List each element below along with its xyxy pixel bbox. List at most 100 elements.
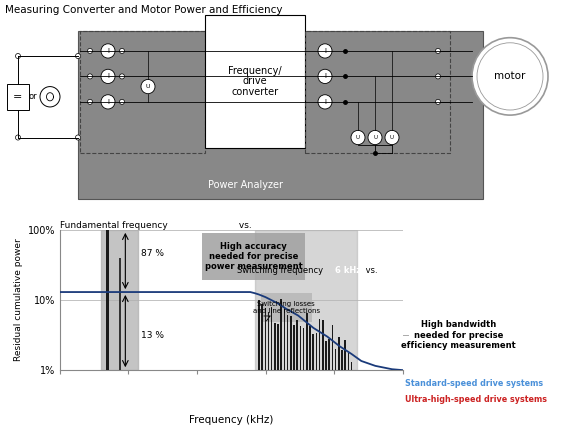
Bar [293, 325, 295, 370]
Text: U: U [146, 84, 150, 89]
Bar [274, 322, 276, 370]
Circle shape [119, 99, 124, 104]
Bar [312, 334, 314, 370]
Bar [296, 321, 298, 370]
Text: =: = [13, 92, 23, 102]
Bar [258, 300, 260, 370]
Text: High bandwidth
needed for precise
efficiency measurement: High bandwidth needed for precise effici… [401, 320, 516, 350]
Text: High accuracy
needed for precise
power measurement: High accuracy needed for precise power m… [205, 242, 303, 272]
Text: converter: converter [231, 87, 279, 97]
Circle shape [436, 48, 440, 53]
Bar [344, 340, 346, 370]
Text: 10,000: 10,000 [301, 395, 333, 404]
FancyBboxPatch shape [261, 293, 312, 322]
Circle shape [351, 131, 365, 145]
Circle shape [477, 43, 543, 110]
Circle shape [87, 48, 93, 53]
Circle shape [436, 99, 440, 104]
Bar [290, 316, 292, 370]
Text: Frequency (kHz): Frequency (kHz) [189, 416, 274, 425]
Circle shape [436, 74, 440, 79]
Circle shape [101, 69, 115, 84]
Bar [303, 328, 304, 370]
Bar [264, 308, 266, 370]
Bar [328, 339, 330, 370]
Bar [278, 324, 279, 370]
Circle shape [75, 53, 81, 59]
Text: Switching frequency: Switching frequency [237, 266, 328, 275]
Text: 100: 100 [308, 379, 325, 388]
Circle shape [318, 95, 332, 109]
Text: 1,000: 1,000 [247, 395, 273, 404]
Bar [300, 326, 301, 370]
Text: 1,000: 1,000 [361, 379, 387, 388]
Text: 10: 10 [140, 395, 151, 404]
Bar [309, 325, 311, 370]
Text: Fundamental frequency: Fundamental frequency [60, 221, 174, 230]
Circle shape [385, 131, 399, 145]
Text: motor: motor [494, 71, 526, 81]
Text: 50 Hz: 50 Hz [204, 221, 232, 230]
Bar [119, 258, 121, 370]
Bar [205, 15, 305, 148]
Circle shape [15, 135, 21, 140]
Bar [322, 321, 324, 370]
Text: 13 %: 13 % [140, 331, 163, 340]
Circle shape [87, 99, 93, 104]
Circle shape [15, 53, 21, 59]
Bar [262, 304, 263, 370]
Text: I: I [107, 74, 109, 79]
Bar [338, 337, 340, 370]
Text: Power Analyzer: Power Analyzer [207, 180, 283, 191]
Circle shape [101, 44, 115, 58]
Bar [7, 84, 29, 110]
Text: I: I [107, 99, 109, 105]
Bar [80, 31, 205, 153]
Text: Measuring Converter and Motor Power and Efficiency: Measuring Converter and Motor Power and … [5, 5, 283, 15]
Bar [271, 307, 272, 370]
Bar [341, 350, 343, 370]
Bar [332, 325, 333, 370]
Text: drive: drive [243, 77, 267, 86]
Text: I: I [324, 99, 326, 105]
Text: U: U [373, 135, 377, 140]
Text: vs.: vs. [236, 221, 255, 230]
Circle shape [40, 87, 60, 107]
Text: 100: 100 [194, 395, 211, 404]
Text: Switching losses
and line reflections: Switching losses and line reflections [253, 301, 320, 314]
Bar [255, 230, 357, 370]
Bar [351, 362, 352, 370]
Bar [106, 230, 109, 370]
Bar [287, 315, 288, 370]
Circle shape [472, 38, 548, 115]
Text: or: or [29, 92, 37, 101]
Bar [316, 333, 317, 370]
Text: Ultra-high-speed drive systems: Ultra-high-speed drive systems [405, 395, 548, 404]
Circle shape [87, 74, 93, 79]
Circle shape [75, 135, 81, 140]
Text: Frequency/: Frequency/ [228, 66, 282, 76]
Y-axis label: Residual cumulative power: Residual cumulative power [14, 239, 23, 361]
Text: I: I [324, 48, 326, 54]
Text: Standard-speed drive systems: Standard-speed drive systems [405, 379, 544, 388]
Bar [78, 31, 483, 198]
Text: 100,000: 100,000 [355, 395, 393, 404]
Circle shape [119, 74, 124, 79]
Bar [319, 319, 320, 370]
Text: I: I [324, 74, 326, 79]
Text: 10: 10 [254, 379, 266, 388]
Text: U: U [356, 135, 360, 140]
FancyBboxPatch shape [203, 233, 305, 280]
Circle shape [101, 95, 115, 109]
Circle shape [141, 79, 155, 94]
Bar [280, 299, 282, 370]
Text: 200 kHz: 200 kHz [372, 266, 409, 275]
Circle shape [318, 44, 332, 58]
Text: vs.: vs. [363, 266, 380, 275]
Text: 87 %: 87 % [140, 250, 163, 258]
Text: 1: 1 [200, 379, 206, 388]
Bar [335, 349, 336, 370]
Text: 6 kHz: 6 kHz [335, 266, 361, 275]
Text: 0.1: 0.1 [138, 379, 153, 388]
Bar [306, 313, 308, 370]
